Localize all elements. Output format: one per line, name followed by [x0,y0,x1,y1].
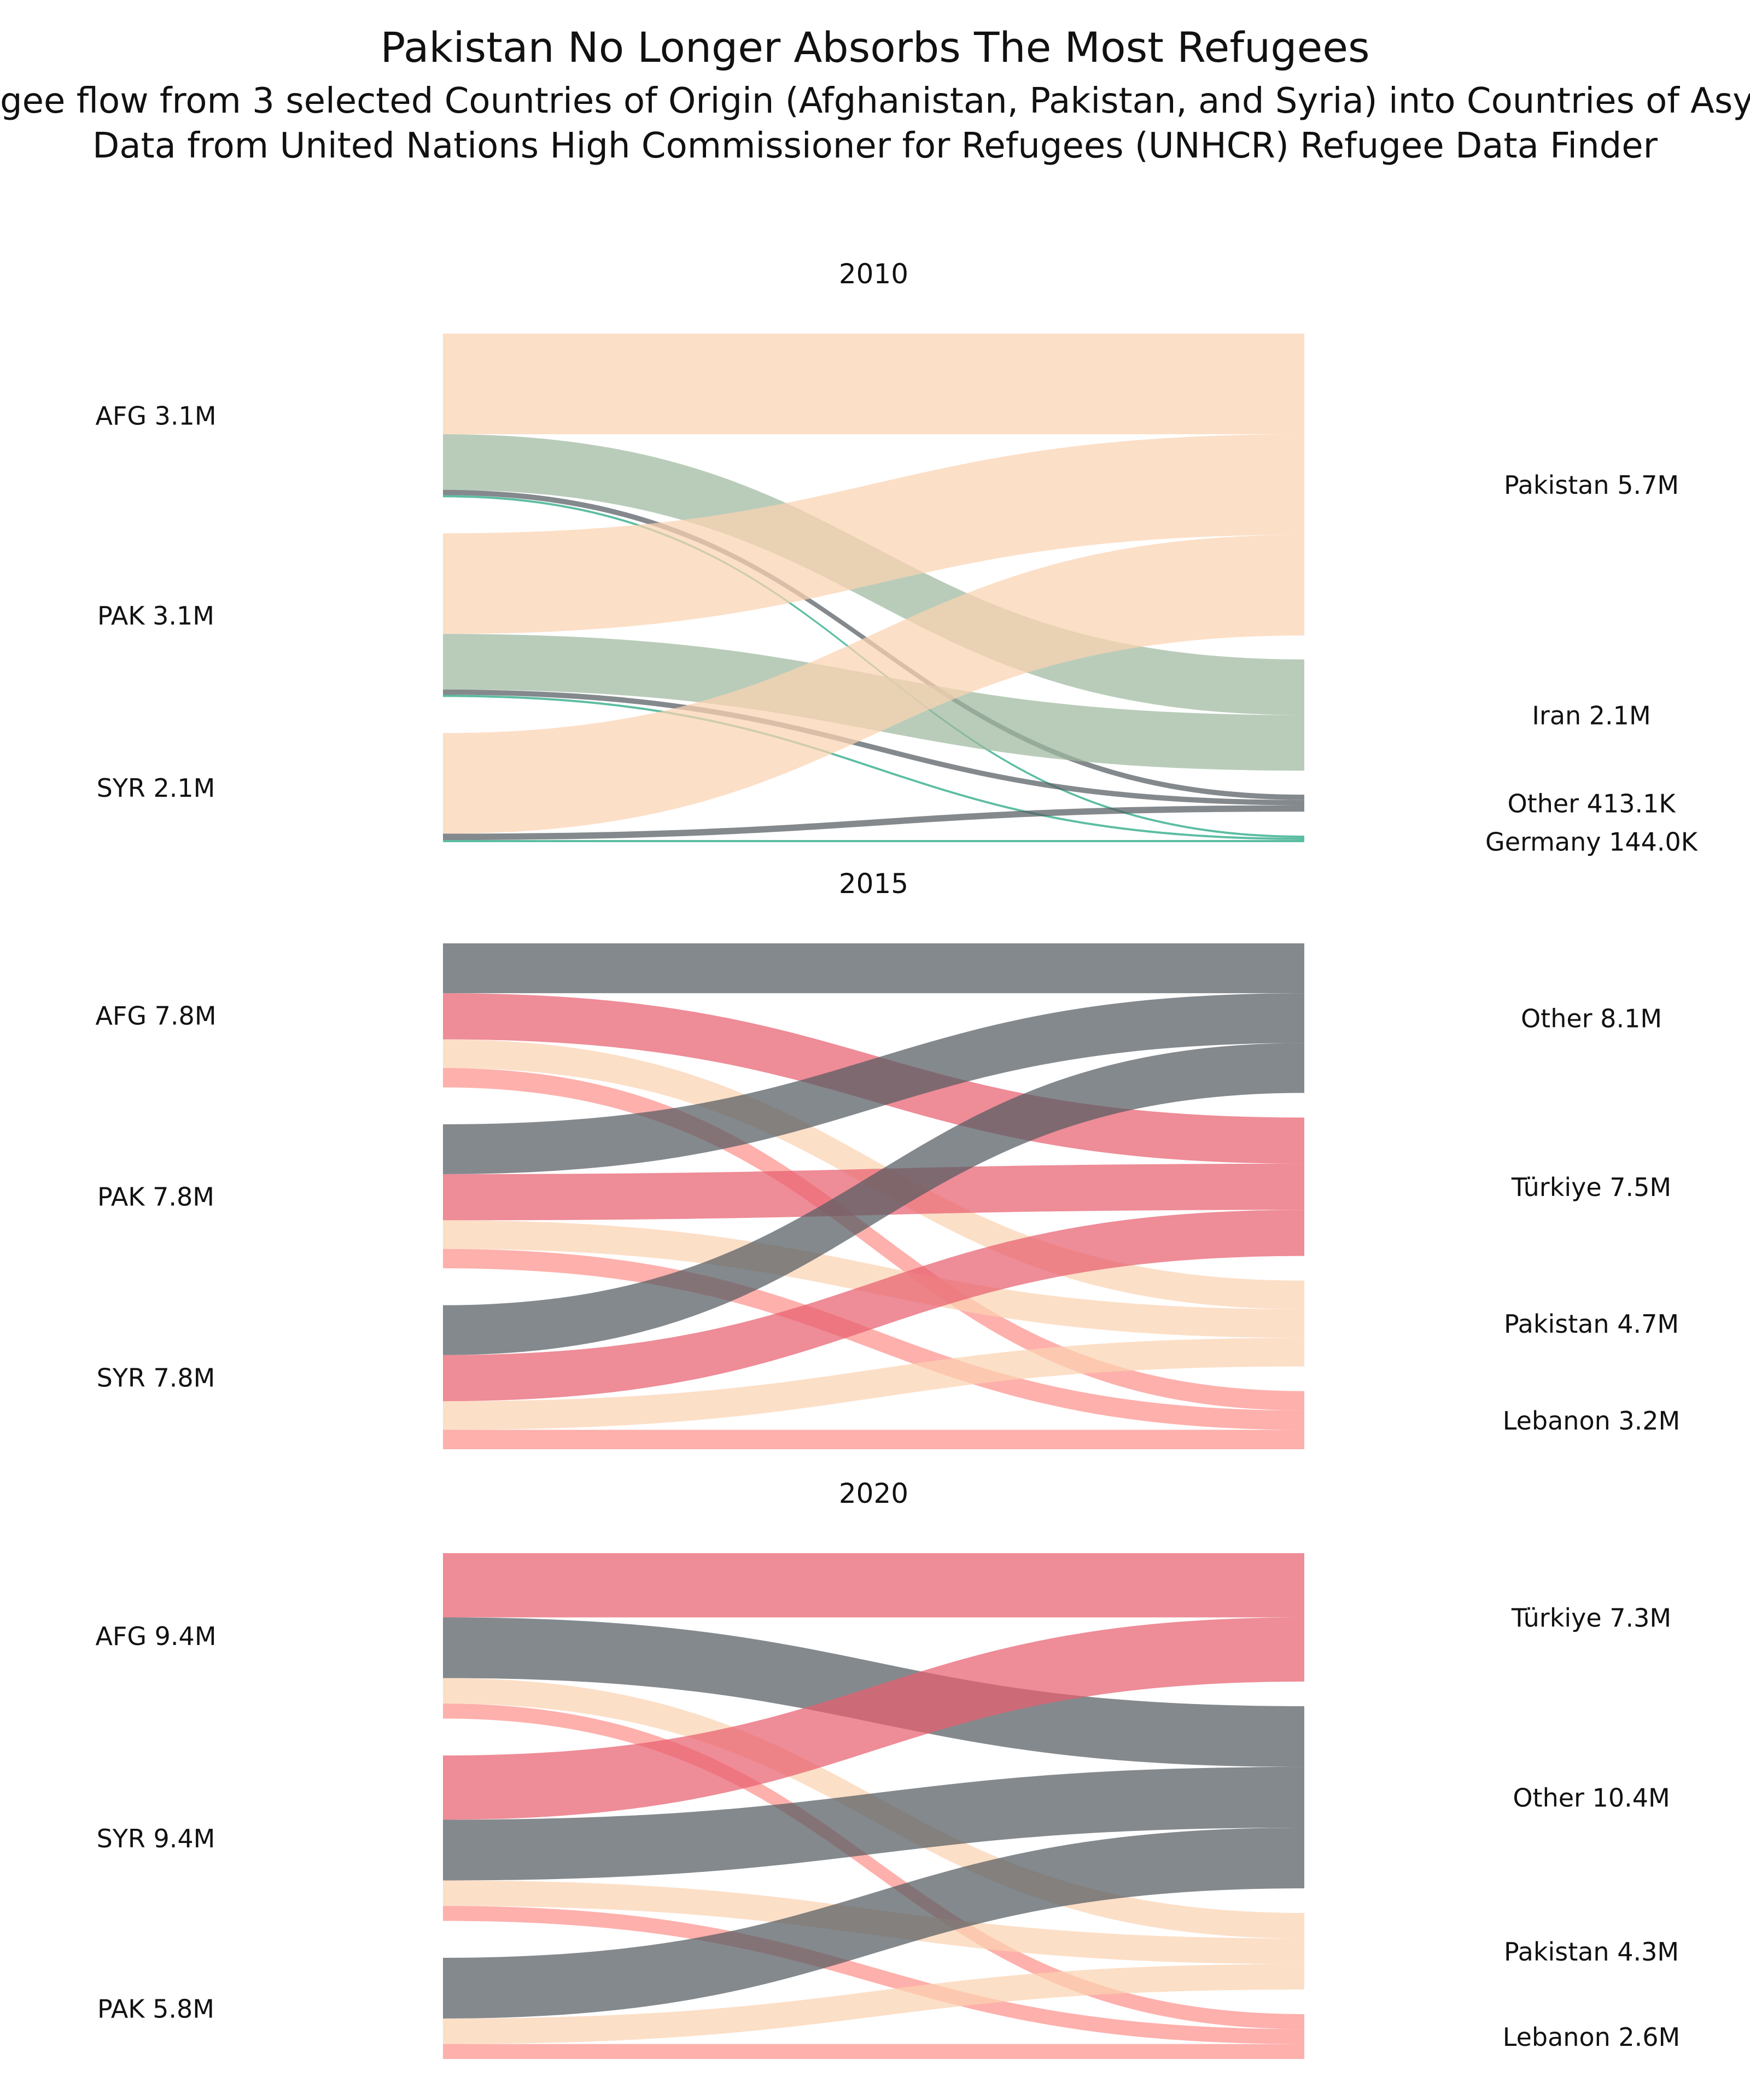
source-label-afg: AFG 7.8M [95,1001,216,1031]
target-label-turkiye: Türkiye 7.5M [1511,1172,1671,1202]
chart-subtitle: gee flow from 3 selected Countries of Or… [0,81,1750,121]
flow-pak-to-pakistan [443,434,1304,634]
panel-title-2010: 2010 [839,258,908,290]
flow-pak-to-germany [443,695,1304,840]
flow-afg-to-turkiye [443,1553,1304,1618]
flow-afg-to-lebanon [443,1068,1304,1411]
source-label-pak: PAK 5.8M [97,1994,214,2023]
target-label-other: Other 413.1K [1507,789,1676,819]
flow-afg-to-pakistan [443,334,1304,434]
target-label-pakistan: Pakistan 4.7M [1504,1309,1679,1339]
flow-syr-to-germany [443,840,1304,842]
flow-syr-to-turkiye [443,1617,1304,1820]
target-label-turkiye: Türkiye 7.3M [1511,1603,1671,1632]
target-label-iran: Iran 2.1M [1532,701,1650,731]
flow-pak-to-other [443,993,1304,1174]
flow-syr-to-pakistan [443,534,1304,834]
flow-syr-to-other [443,805,1304,840]
sankey-panel-2020: 2020 AFG 9.4M SYR 9.4M PAK 5.8M Türkiye 7.3M… [95,1478,1680,2059]
source-label-syr: SYR 9.4M [97,1824,215,1853]
chart-title: Pakistan No Longer Absorbs The Most Refu… [380,23,1370,72]
flow-syr-to-turkiye [443,1210,1304,1402]
flow-pak-to-other [443,689,1304,806]
flow-syr-to-other [443,1766,1304,1881]
target-label-lebanon: Lebanon 2.6M [1503,2022,1680,2052]
sankey-panel-2010: 2010 AFG 3.1M PAK 3.1M SYR 2.1M Pakistan 5.7… [95,258,1698,857]
flow-pak-to-lebanon [443,2044,1304,2059]
flow-syr-to-lebanon [443,1430,1304,1449]
sankey-panel-2015: 2015 AFG 7.8M PAK 7.8M SYR 7.8M Other 8.1M Tü… [95,868,1680,1449]
target-label-other: Other 10.4M [1513,1783,1670,1812]
flow-syr-to-lebanon [443,1906,1304,2044]
panel-title-2020: 2020 [839,1478,908,1509]
target-label-other: Other 8.1M [1521,1004,1662,1034]
flow-pak-to-lebanon [443,1249,1304,1430]
source-label-pak: PAK 7.8M [97,1182,214,1212]
flow-pak-to-other [443,1827,1304,2019]
source-label-afg: AFG 3.1M [95,401,216,431]
source-label-syr: SYR 7.8M [97,1363,215,1392]
flow-afg-to-other [443,943,1304,994]
data-source-note: Data from United Nations High Commission… [92,126,1658,166]
flow-pak-to-pakistan [443,1220,1304,1338]
target-label-germany: Germany 144.0K [1485,827,1699,857]
flow-pak-to-pakistan [443,1964,1304,2044]
target-label-lebanon: Lebanon 3.2M [1503,1406,1680,1436]
flow-afg-to-lebanon [443,1704,1304,2029]
panel-title-2015: 2015 [839,868,908,900]
target-label-pakistan: Pakistan 5.7M [1504,470,1679,500]
flow-syr-to-other [443,1043,1304,1355]
source-label-pak: PAK 3.1M [97,601,214,631]
target-label-pakistan: Pakistan 4.3M [1504,1937,1679,1967]
flow-syr-to-pakistan [443,1338,1304,1430]
source-label-syr: SYR 2.1M [97,773,215,803]
source-label-afg: AFG 9.4M [95,1621,216,1651]
